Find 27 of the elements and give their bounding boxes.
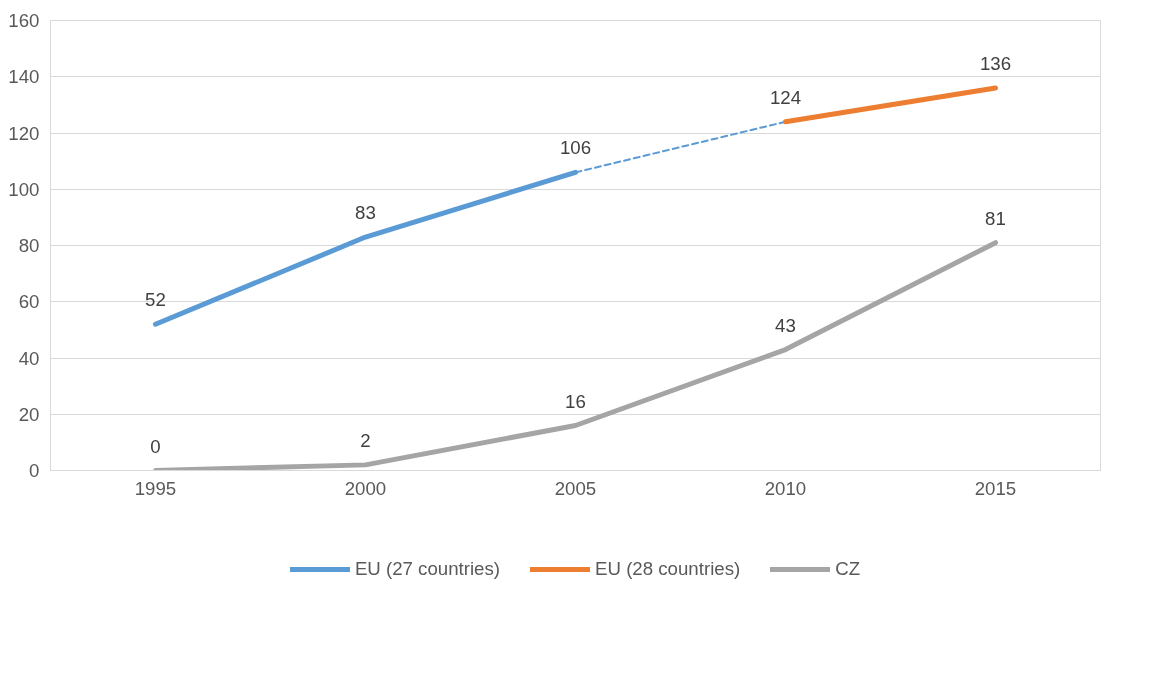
x-tick-label: 2005 — [554, 477, 597, 499]
y-tick-label: 0 — [29, 460, 40, 481]
data-label: 16 — [565, 390, 586, 412]
data-label: 52 — [145, 289, 166, 311]
y-tick-label: 40 — [18, 347, 40, 369]
legend-label: EU (28 countries) — [595, 557, 741, 580]
data-label: 83 — [355, 202, 376, 224]
data-label: 0 — [150, 435, 161, 457]
y-tick-label: 160 — [8, 10, 40, 31]
y-tick-label: 120 — [8, 122, 40, 144]
y-tick-label: 60 — [18, 291, 40, 313]
data-label: 124 — [769, 86, 802, 108]
x-tick-label: 2000 — [344, 477, 387, 499]
y-tick-label: 100 — [8, 178, 40, 200]
data-label: 43 — [775, 314, 796, 336]
legend-label: CZ — [835, 557, 861, 580]
y-tick-label: 20 — [18, 403, 40, 425]
y-tick-label: 140 — [8, 66, 40, 88]
x-tick-label: 2015 — [974, 477, 1017, 499]
x-tick-label: 2010 — [764, 477, 807, 499]
data-label: 81 — [985, 207, 1006, 229]
data-label: 136 — [979, 53, 1012, 74]
x-tick-label: 1995 — [134, 477, 177, 499]
legend-label: EU (27 countries) — [354, 557, 501, 580]
data-label: 106 — [559, 137, 592, 159]
data-label: 2 — [360, 429, 371, 451]
y-tick-label: 80 — [18, 235, 40, 256]
